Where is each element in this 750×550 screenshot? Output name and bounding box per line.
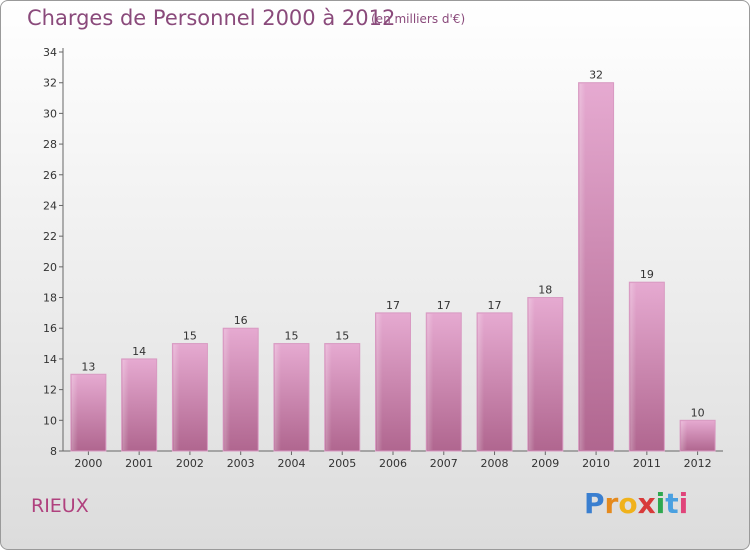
bar-highlight (71, 375, 78, 450)
bar-highlight (681, 421, 688, 450)
x-tick-label: 2011 (633, 457, 661, 470)
commune-name: RIEUX (31, 495, 89, 517)
logo-letter: t (665, 487, 679, 520)
y-tick-label: 18 (43, 292, 57, 305)
value-label: 10 (691, 406, 705, 419)
x-tick-label: 2005 (328, 457, 356, 470)
x-tick-label: 2009 (531, 457, 559, 470)
x-tick-label: 2007 (430, 457, 458, 470)
logo-letter: i (655, 487, 666, 520)
chart-title: Charges de Personnel 2000 à 2012 (27, 6, 396, 30)
logo-letter: P (584, 487, 605, 520)
bar-highlight (224, 329, 231, 450)
bar-highlight (427, 313, 434, 450)
bar-highlight (274, 344, 281, 450)
value-label: 17 (488, 299, 502, 312)
value-labels: 13 14 15 16 15 15 17 17 17 18 32 19 10 (81, 69, 704, 420)
y-tick-label: 14 (43, 353, 57, 366)
proxiti-logo: Proxiti (584, 487, 688, 520)
logo-letter: x (637, 487, 656, 520)
x-tick-label: 2003 (227, 457, 255, 470)
y-tick-label: 28 (43, 138, 57, 151)
value-label: 15 (284, 330, 298, 343)
bar-highlight (579, 83, 586, 450)
y-tick-label: 10 (43, 414, 57, 427)
value-label: 15 (335, 330, 349, 343)
y-tick-label: 26 (43, 169, 57, 182)
y-tick-label: 34 (43, 46, 57, 59)
y-tick-label: 32 (43, 77, 57, 90)
value-label: 17 (437, 299, 451, 312)
value-label: 13 (81, 360, 95, 373)
y-tick-label: 16 (43, 322, 57, 335)
x-tick-label: 2012 (684, 457, 712, 470)
x-tick-label: 2002 (176, 457, 204, 470)
bar-highlight (376, 313, 383, 450)
y-tick-label: 30 (43, 107, 57, 120)
bars (70, 82, 716, 452)
x-tick-label: 2010 (582, 457, 610, 470)
logo-letter: o (618, 487, 638, 520)
bar-highlight (630, 283, 637, 450)
x-tick-label: 2001 (125, 457, 153, 470)
bar-highlight (528, 298, 535, 450)
y-tick-label: 12 (43, 384, 57, 397)
chart-subtitle: (en milliers d'€) (371, 12, 466, 26)
bar-highlight (478, 313, 485, 450)
value-label: 32 (589, 69, 603, 82)
bar-highlight (122, 359, 129, 450)
x-tick-label: 2008 (481, 457, 509, 470)
x-tick-label: 2006 (379, 457, 407, 470)
y-tick-label: 22 (43, 230, 57, 243)
bar-highlight (325, 344, 332, 450)
x-tick-label: 2004 (277, 457, 305, 470)
value-label: 16 (234, 314, 248, 327)
value-label: 17 (386, 299, 400, 312)
bar-highlight (173, 344, 180, 450)
y-tick-label: 8 (50, 445, 57, 458)
value-label: 18 (538, 284, 552, 297)
x-tick-label: 2000 (74, 457, 102, 470)
axes: 8 10 12 14 16 18 20 22 24 26 28 30 32 34 2000 2001 2002 2… (43, 46, 723, 470)
value-label: 19 (640, 268, 654, 281)
value-label: 14 (132, 345, 146, 358)
y-tick-label: 20 (43, 261, 57, 274)
logo-letter: i (678, 487, 689, 520)
y-tick-label: 24 (43, 199, 57, 212)
value-label: 15 (183, 330, 197, 343)
logo-letter: r (604, 487, 619, 520)
